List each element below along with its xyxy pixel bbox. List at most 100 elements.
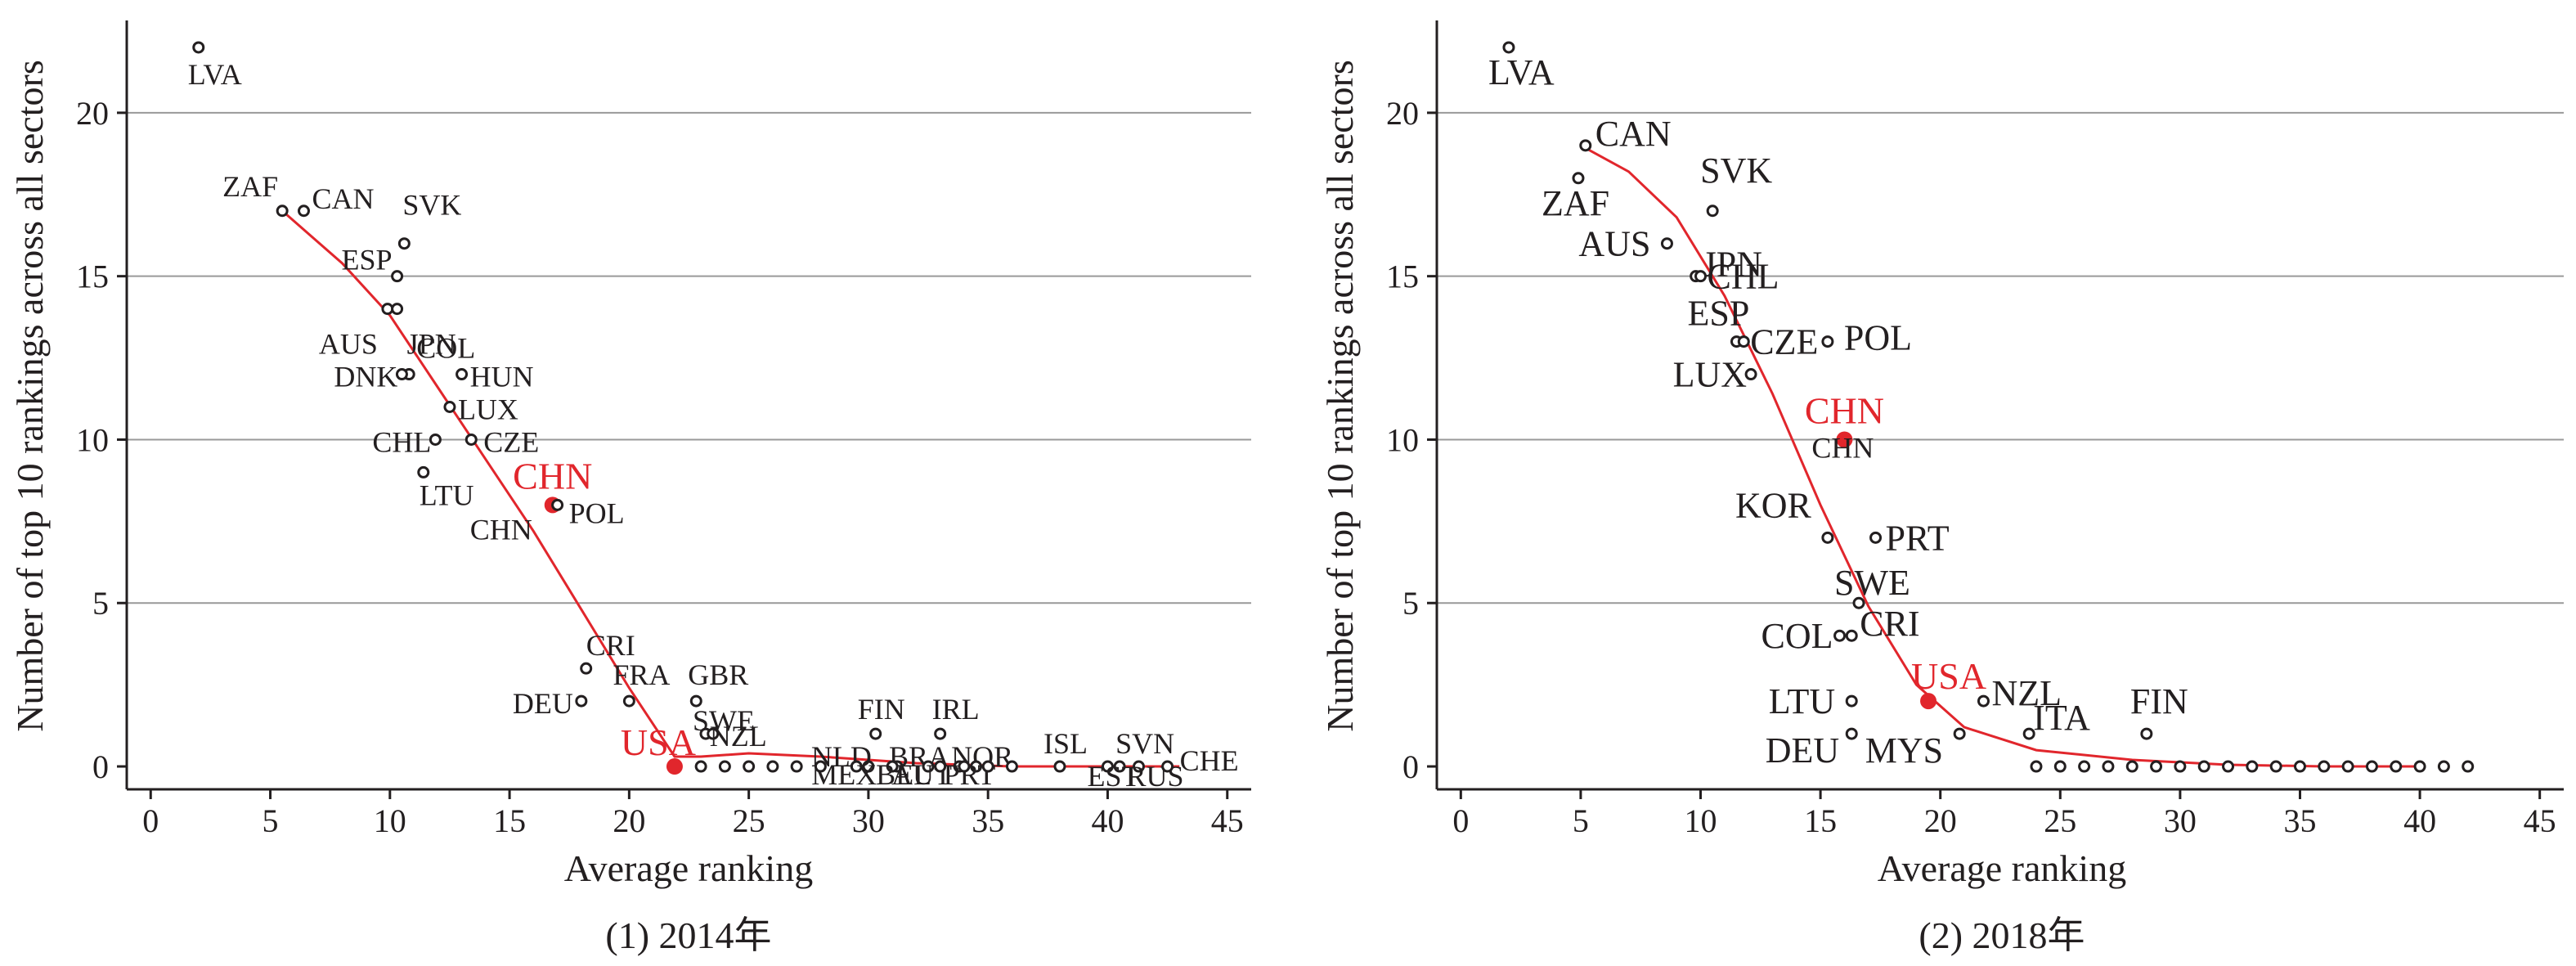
point-zaf [1572,172,1585,185]
point-lva [192,41,205,54]
point-lux [1744,368,1757,381]
point-mys [1953,727,1966,740]
point-label-chl: CHL [1708,257,1779,297]
point-col [1833,629,1847,642]
point-unlabeled-24 [2030,760,2043,773]
point-usa [1920,693,1937,710]
point-jpn [391,303,404,316]
point-unlabeled-25 [2053,760,2067,773]
x-tick-label-0: 0 [142,802,159,839]
point-label-cze: CZE [483,425,539,458]
x-tick-label-45: 45 [1211,802,1244,839]
point-pol [1821,335,1834,348]
chart-panel-2014: Number of top 10 rankings across all sec… [9,20,1251,956]
point-label-isl: ISL [1043,727,1088,760]
point-ltu [417,465,430,479]
point-label-lux: LUX [1673,355,1747,395]
point-unlabeled-30 [2174,760,2187,773]
point-usa [666,758,683,775]
point-label-chl: CHL [372,425,431,458]
point-nld [862,760,875,773]
point-label-deu: DEU [1766,730,1839,771]
y-tick-label-20: 20 [76,95,109,132]
x-axis-title-2014: Average ranking [564,847,813,889]
y-tick-label-10: 10 [1386,421,1419,458]
point-unlabeled-36 [2318,760,2331,773]
point-dnk [395,368,408,381]
point-label-ita: ITA [2033,698,2090,738]
point-svk [397,237,411,250]
point-kor [1821,531,1834,544]
point-unlabeled-40 [2413,760,2426,773]
point-svn [1113,760,1126,773]
point-unlabeled-41 [2437,760,2450,773]
point-unlabeled-37 [2341,760,2354,773]
point-can [1579,139,1592,152]
point-label-usa: USA [621,721,696,763]
point-label-svk: SVK [402,189,461,222]
point-unlabeled-42 [2462,760,2475,773]
point-label-nzl: NZL [1991,673,2062,713]
x-axis-title-2018: Average ranking [1878,847,2126,889]
point-label-irl: IRL [932,693,980,726]
y-tick-label-0: 0 [92,748,109,785]
point-label-ltu: LTU [1769,681,1836,721]
point-label-lva: LVA [1488,52,1555,92]
point-isl [1053,760,1066,773]
point-unlabeled-39 [2390,760,2403,773]
point-label-aus: AUS [1578,224,1650,264]
point-label-cri: CRI [586,629,635,662]
point-label-aus: AUS [319,328,378,361]
point-unlabeled-35 [2293,760,2306,773]
point-deu [1845,727,1858,740]
y-tick-label-5: 5 [92,585,109,622]
point-fra [622,694,635,708]
point-label-chn: CHN [1805,389,1884,431]
point-unlabeled-39 [743,760,756,773]
point-label-zaf: ZAF [222,170,278,203]
point-unlabeled-32 [2222,760,2235,773]
fit-line [1580,144,2421,768]
point-lva [1502,41,1515,54]
point-unlabeled-41 [790,760,803,773]
point-label-swe: SWE [693,704,755,737]
x-tick-label-10: 10 [1685,802,1717,839]
point-label-mys: MYS [1865,730,1943,771]
point-label-dup-chn: CHN [1811,431,1874,464]
point-label-zaf: ZAF [1542,183,1609,223]
x-tick-label-35: 35 [2283,802,2316,839]
point-est [1101,760,1114,773]
point-lux [443,401,456,413]
point-unlabeled-31 [2197,760,2210,773]
point-label-hun: HUN [470,361,534,393]
x-tick-label-0: 0 [1452,802,1469,839]
point-chl [1694,270,1708,283]
point-label-can: CAN [1595,114,1672,154]
point-aus [381,303,394,316]
point-label-est: EST [1087,760,1139,793]
x-tick-label-35: 35 [972,802,1004,839]
point-label-fin: FIN [858,693,905,726]
point-mex [850,760,863,773]
x-tick-label-15: 15 [1804,802,1837,839]
point-gbr [689,694,702,708]
point-unlabeled-44 [958,760,971,773]
x-tick-label-25: 25 [2044,802,2076,839]
x-tick-label-10: 10 [374,802,406,839]
point-prt [970,760,983,773]
y-tick-label-15: 15 [76,258,109,295]
point-unlabeled-45 [981,760,994,773]
point-zaf [276,204,289,218]
point-label-nzl: NZL [710,720,767,753]
point-nzl [707,727,720,740]
point-aut [922,760,935,773]
point-label-col: COL [1761,616,1833,656]
point-label-swe: SWE [1834,563,1910,603]
point-unlabeled-42 [814,760,827,773]
point-label-esp: ESP [342,244,393,276]
point-label-col: COL [416,332,475,365]
point-chn [1836,431,1853,448]
point-label-jpn: JPN [407,328,456,361]
point-unlabeled-43 [934,760,947,773]
